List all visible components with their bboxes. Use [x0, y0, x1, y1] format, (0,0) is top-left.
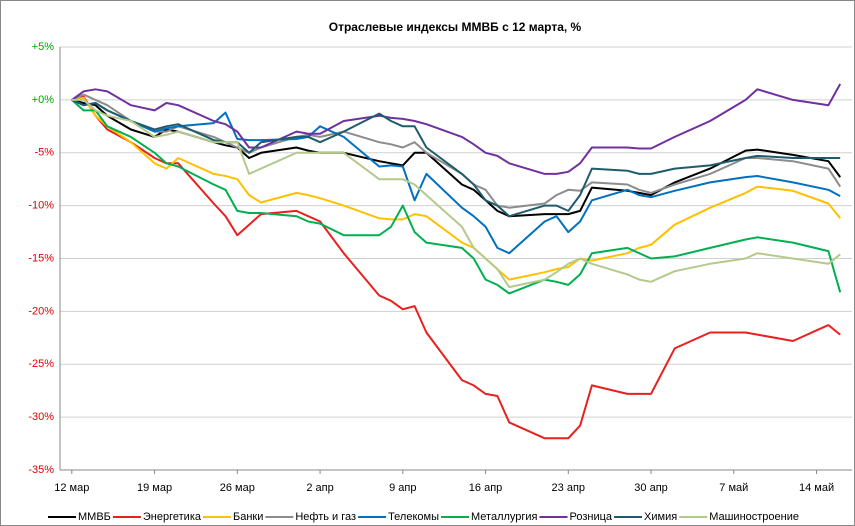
y-tick-label: -20%	[28, 305, 54, 317]
series-line	[71, 96, 841, 281]
x-tick-label: 16 апр	[469, 482, 502, 494]
x-tick-label: 26 мар	[220, 482, 255, 494]
legend-label: Энергетика	[143, 511, 202, 523]
series-line	[71, 98, 841, 218]
legend-label: Металлургия	[471, 511, 538, 523]
chart-title: Отраслевые индексы ММВБ с 12 марта, %	[329, 20, 582, 34]
legend-label: Банки	[233, 511, 263, 523]
y-tick-label: +5%	[32, 41, 55, 53]
legend-label: Телекомы	[388, 511, 439, 523]
x-tick-label: 7 май	[719, 482, 748, 494]
legend-label: Машиностроение	[709, 511, 799, 523]
y-tick-label: -30%	[28, 411, 54, 423]
series-line	[71, 99, 842, 295]
y-tick-label: -25%	[28, 358, 54, 370]
series-line	[71, 98, 841, 289]
x-tick-label: 19 мар	[137, 482, 172, 494]
legend-label: Химия	[644, 511, 677, 523]
series-line	[71, 83, 842, 175]
legend-label: Розница	[570, 511, 613, 523]
series-line	[71, 95, 841, 440]
x-tick-label: 14 май	[799, 482, 834, 494]
y-tick-label: -10%	[28, 200, 54, 212]
y-tick-label: -35%	[28, 464, 54, 476]
x-tick-label: 23 апр	[552, 482, 585, 494]
x-tick-label: 12 мар	[54, 482, 89, 494]
legend-label: Нефть и газ	[295, 511, 356, 523]
y-tick-label: -5%	[34, 147, 54, 159]
series-line	[71, 98, 841, 255]
x-tick-label: 30 апр	[634, 482, 667, 494]
y-tick-label: -15%	[28, 252, 54, 264]
x-tick-label: 2 апр	[306, 482, 333, 494]
y-tick-label: +0%	[32, 94, 55, 106]
x-tick-label: 9 апр	[389, 482, 416, 494]
legend-label: ММВБ	[78, 511, 111, 523]
